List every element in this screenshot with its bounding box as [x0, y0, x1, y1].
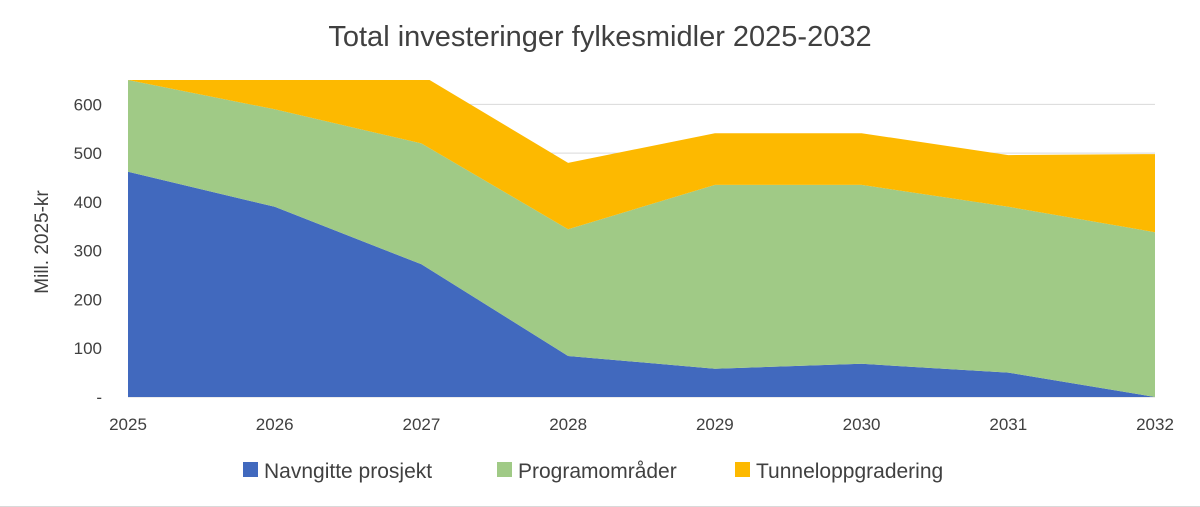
x-tick-label: 2031 — [989, 415, 1027, 434]
y-tick-label: 300 — [74, 242, 102, 261]
area-tunneloppgradering — [128, 80, 1155, 233]
x-tick-label: 2027 — [403, 415, 441, 434]
x-tick-label: 2032 — [1136, 415, 1174, 434]
x-tick-label: 2029 — [696, 415, 734, 434]
area-navngitte-prosjekt — [128, 171, 1155, 397]
x-axis-ticks: 2025 2026 2027 2028 2029 2030 2031 2032 — [109, 415, 1174, 434]
legend-label: Programområder — [518, 460, 677, 483]
x-tick-label: 2026 — [256, 415, 294, 434]
y-tick-label: 200 — [74, 290, 102, 309]
legend: Navngitte prosjekt Programområder Tunnelop… — [243, 460, 943, 483]
x-tick-label: 2028 — [549, 415, 587, 434]
legend-label: Tunneloppgradering — [756, 460, 943, 483]
plot-areas — [128, 80, 1155, 397]
y-tick-label: 100 — [74, 339, 102, 358]
legend-swatch — [735, 462, 750, 477]
y-tick-label: 500 — [74, 144, 102, 163]
legend-label: Navngitte prosjekt — [264, 460, 432, 483]
x-tick-label: 2030 — [843, 415, 881, 434]
area-programomr-der — [128, 80, 1155, 397]
y-tick-label: - — [96, 388, 102, 407]
chart-title: Total investeringer fylkesmidler 2025-20… — [328, 21, 871, 53]
legend-swatch — [243, 462, 258, 477]
legend-swatch — [497, 462, 512, 477]
x-tick-label: 2025 — [109, 415, 147, 434]
y-tick-label: 400 — [74, 193, 102, 212]
y-axis-ticks: - 100 200 300 400 500 600 — [74, 95, 102, 407]
y-axis-label: Mill. 2025-kr — [32, 190, 53, 294]
y-tick-label: 600 — [74, 95, 102, 114]
